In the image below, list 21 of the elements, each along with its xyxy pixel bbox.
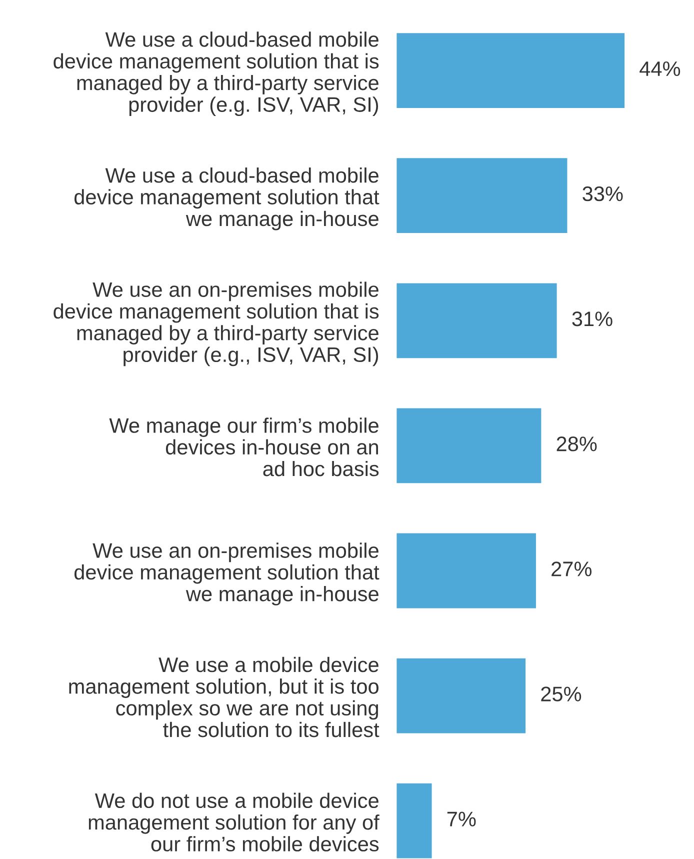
data-label: 33%: [582, 186, 623, 202]
data-label: 31%: [572, 311, 612, 326]
data-label: 25%: [541, 686, 582, 702]
bar: [396, 782, 434, 859]
y-tick-label: We use a cloud-based mobile device management solution that is managed by a third-party service provider (e.g. ISV, VAR, SI): [54, 32, 379, 116]
bar: [396, 156, 569, 234]
bar: [396, 656, 527, 735]
y-tick-label: We do not use a mobile device management solution for any of our firm’s mobile devices: [88, 792, 380, 852]
bar: [396, 532, 538, 610]
bar: [396, 32, 626, 110]
y-tick-label: We use a mobile device management solution, but it is too complex so we are not using the solution to its fullest: [69, 656, 380, 738]
data-label: 44%: [640, 61, 680, 76]
data-label: 27%: [552, 562, 592, 576]
y-tick-label: We manage our firm’s mobile devices in-house on an ad hoc basis: [109, 418, 379, 476]
y-tick-label: We use an on-premises mobile device management solution that we manage in-house: [74, 542, 380, 606]
bar: [396, 282, 558, 360]
data-label: 28%: [556, 436, 597, 452]
y-tick-label: We use an on-premises mobile device management solution that is managed by a third-party service provider (e.g., ISV, VAR, SI): [54, 282, 379, 366]
data-label: 7%: [447, 812, 476, 826]
y-tick-label: We use a cloud-based mobile device management solution that we manage in-house: [74, 167, 380, 230]
bar: [396, 406, 543, 485]
